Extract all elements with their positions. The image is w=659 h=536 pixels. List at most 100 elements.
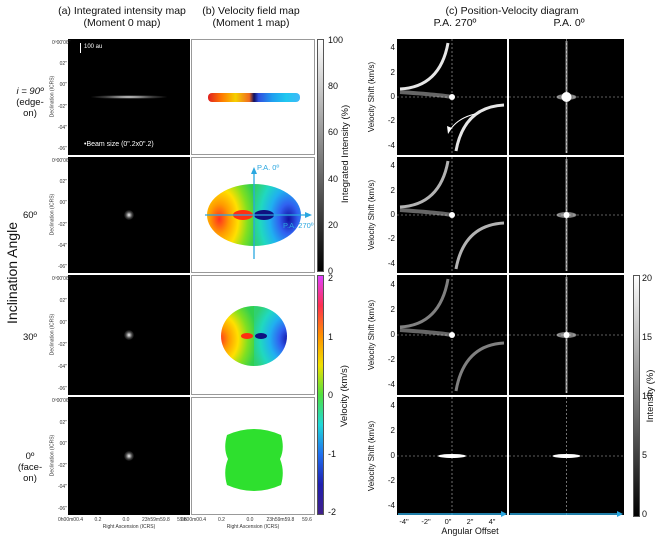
ra-tick-label: 0.0 <box>122 517 130 523</box>
dec-tick-label: -04" <box>57 124 67 131</box>
pv-peak <box>561 92 572 102</box>
east-west-arrowhead <box>501 511 507 517</box>
dec-tick-label: 00" <box>59 200 67 207</box>
pv-peak <box>449 332 455 338</box>
pv-ytick-label: 4 <box>390 43 395 53</box>
pv-ytick-label: -2 <box>387 116 395 126</box>
title-c-pa270: P.A. 270º <box>433 17 477 29</box>
dec-tick-label: 0º00'06" <box>52 276 71 282</box>
colorbar-tick-label: 5 <box>642 450 648 460</box>
moment0-panel <box>68 397 190 515</box>
ra-tick-label: 59.6 <box>177 517 187 523</box>
source-glow <box>124 451 134 461</box>
pv-colorbar-label: Intensity (%) <box>645 369 656 423</box>
title-a-line1: (a) Integrated intensity map <box>58 5 186 17</box>
dec-tick-label: 02" <box>59 298 67 304</box>
dec-tick-label: -06" <box>57 146 67 152</box>
pv-keplerian-curve-blue <box>399 278 450 329</box>
ra-axis-label: Right Ascension (ICRS) <box>226 524 280 530</box>
pv-ytick-label: 2 <box>390 185 395 195</box>
ra-tick-label: 0.2 <box>94 517 102 523</box>
row-label-0-line1: 0º <box>25 451 35 462</box>
pv-ytick-label: 0 <box>390 330 395 339</box>
pa270-annotation: P.A. 270º <box>283 221 314 230</box>
pv-xtick-label: 4" <box>488 517 496 526</box>
scale-bar <box>80 43 81 53</box>
inclination-axis-label: Inclination Angle <box>4 222 20 324</box>
pv-face-on-peak <box>438 454 466 458</box>
pv-colorbar <box>633 275 640 517</box>
ra-tick-label: 0h00m00.4 <box>58 517 84 523</box>
dec-tick-label: 02" <box>59 419 67 426</box>
ra-tick-label: 23h59m59.8 <box>266 517 295 523</box>
pv-ytick-label: -4 <box>387 140 395 150</box>
pa270-arrowhead <box>305 212 312 218</box>
pv-xtick-label: -2" <box>421 517 431 526</box>
colorbar-tick-label: -2 <box>328 507 337 517</box>
colorbar-tick-label: 100 <box>328 35 344 45</box>
pv-keplerian-curve-blue <box>399 160 450 209</box>
dec-tick-label: 00" <box>59 82 67 89</box>
pa0-arrowhead <box>251 167 257 174</box>
row-label-60: 60º <box>22 210 38 221</box>
pv-ytick-label: -4 <box>387 500 395 510</box>
intensity-colorbar <box>317 39 324 272</box>
velocity-field-edge-on <box>208 93 300 102</box>
pv-peak <box>563 212 570 218</box>
pv-ytick-label: 2 <box>390 67 395 77</box>
pv-keplerian-curve-red <box>454 221 505 270</box>
dec-tick-label: -02" <box>57 342 67 348</box>
colorbar-tick-label: 20 <box>642 273 653 283</box>
pv-ytick-label: 2 <box>390 304 395 314</box>
pv-ytick-label: 0 <box>390 210 395 219</box>
pv-keplerian-curve-red <box>454 341 505 392</box>
pv-keplerian-curve-red <box>454 103 505 152</box>
title-c-pa0: P.A. 0º <box>553 17 585 29</box>
ra-tick-label: 23h59m59.8 <box>142 517 170 523</box>
dec-tick-label: -02" <box>57 462 67 469</box>
intensity-colorbar-label: Integrated Intensity (%) <box>340 104 351 204</box>
source-glow <box>124 210 134 220</box>
row-label-90-line2: (edge-on) <box>16 97 44 119</box>
dec-tick-label: -06" <box>57 264 67 270</box>
dec-tick-label: -04" <box>57 364 67 370</box>
pv-ytick-label: -2 <box>387 234 395 244</box>
pv-xtick-label: -4" <box>399 517 409 526</box>
pv-peak <box>563 332 570 338</box>
dec-tick-label: -02" <box>57 103 67 110</box>
colorbar-tick-label: 15 <box>642 332 653 342</box>
title-b-line1: (b) Velocity field map <box>202 5 300 17</box>
colorbar-tick-label: 1 <box>328 331 334 342</box>
ra-tick-label: 0.0 <box>246 517 254 523</box>
dec-tick-label: 0º00'06" <box>52 398 71 404</box>
pv-xtick-label: 2" <box>466 517 474 526</box>
moment0-panel <box>68 157 190 273</box>
dec-axis-label: Declination (ICRS) <box>49 75 56 118</box>
pv-ytick-label: 0 <box>390 92 395 101</box>
dec-tick-label: -02" <box>57 221 67 228</box>
row-label-0-line2: (face-on) <box>17 462 43 484</box>
pv-ytick-label: 2 <box>390 426 395 436</box>
pv-ytick-label: 4 <box>390 279 395 289</box>
dec-tick-label: -06" <box>57 506 67 512</box>
pv-keplerian-curve-blue <box>399 42 450 91</box>
moment0-panel <box>68 275 190 395</box>
scale-bar-label: 100 au <box>84 44 103 50</box>
moment0-panel <box>68 39 190 155</box>
velocity-colorbar-label: Velocity (km/s) <box>339 365 350 427</box>
row-label-90: i = 90º (edge-on) <box>12 86 48 119</box>
beam-size-label: •Beam size (0".2x0".2) <box>84 141 154 148</box>
colorbar-tick-label: 40 <box>328 173 339 184</box>
velocity-field-30 <box>221 306 287 366</box>
dec-axis-label: Declination (ICRS) <box>49 193 56 236</box>
pv-ylabel: Velocity Shift (km/s) <box>367 420 376 492</box>
pv-ylabel: Velocity Shift (km/s) <box>367 61 376 133</box>
ra-tick-label: 0.2 <box>218 517 225 523</box>
colorbar-tick-label: 0 <box>328 266 334 276</box>
spinup-arrowhead-lower <box>447 126 452 134</box>
dec-tick-label: 02" <box>59 179 67 186</box>
title-a: (a) Integrated intensity map (Moment 0 m… <box>52 5 192 29</box>
dec-tick-label: 00" <box>59 320 67 326</box>
title-c-line1: (c) Position-Velocity diagram <box>445 5 579 17</box>
source-glow <box>124 330 134 340</box>
